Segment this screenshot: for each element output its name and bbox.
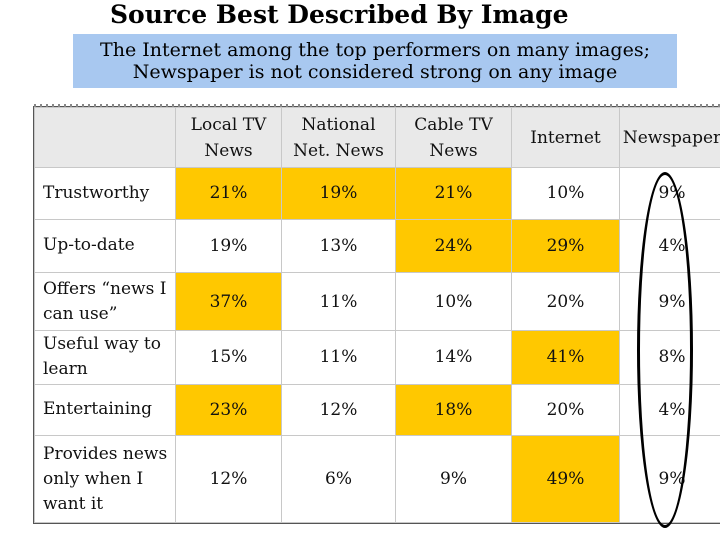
header-corner-cell (34, 107, 176, 168)
row-label: Provides news only when I want it (34, 435, 176, 523)
value-cell-local-tv-news: 21% (175, 167, 282, 220)
value-cell-local-tv-news: 15% (175, 330, 282, 385)
table-row: Entertaining 23% 12% 18% 20% 4% (34, 383, 720, 437)
value-cell-local-tv-news: 37% (175, 272, 282, 332)
value-cell-national-net-news: 12% (281, 383, 396, 437)
value-cell-newspaper: 9% (619, 435, 720, 523)
table-row: Useful way to learn 15% 11% 14% 41% 8% (34, 330, 720, 385)
data-table: Local TV News National Net. News Cable TV N… (34, 107, 720, 523)
value-cell-national-net-news: 11% (281, 330, 396, 385)
header-internet: Internet (511, 107, 620, 168)
header-row: Local TV News National Net. News Cable TV N… (34, 107, 720, 168)
row-label: Up-to-date (34, 218, 176, 274)
table-row: Provides news only when I want it 12% 6% 9%… (34, 435, 720, 523)
value-cell-cable-tv-news: 24% (395, 218, 512, 274)
value-cell-newspaper: 9% (619, 272, 720, 332)
value-cell-internet: 49% (511, 435, 620, 523)
value-cell-internet: 20% (511, 272, 620, 332)
value-cell-newspaper: 8% (619, 330, 720, 385)
subtitle-line-2: Newspaper is not considered strong on an… (132, 61, 618, 83)
value-cell-internet: 29% (511, 218, 620, 274)
value-cell-cable-tv-news: 21% (395, 167, 512, 220)
header-local-tv-news: Local TV News (175, 107, 282, 168)
value-cell-local-tv-news: 12% (175, 435, 282, 523)
value-cell-cable-tv-news: 14% (395, 330, 512, 385)
value-cell-cable-tv-news: 18% (395, 383, 512, 437)
header-newspaper: Newspaper (619, 107, 720, 168)
row-label: Offers “news I can use” (34, 272, 176, 332)
row-label: Entertaining (34, 383, 176, 437)
table-row: Trustworthy 21% 19% 21% 10% 9% (34, 167, 720, 220)
value-cell-newspaper: 4% (619, 218, 720, 274)
value-cell-internet: 20% (511, 383, 620, 437)
value-cell-national-net-news: 13% (281, 218, 396, 274)
header-national-net-news: National Net. News (281, 107, 396, 168)
value-cell-newspaper: 4% (619, 383, 720, 437)
header-cable-tv-news: Cable TV News (395, 107, 512, 168)
table-row: Offers “news I can use” 37% 11% 10% 20% 9% (34, 272, 720, 332)
image-comparison-table: Local TV News National Net. News Cable TV N… (33, 104, 720, 524)
table-row: Up-to-date 19% 13% 24% 29% 4% (34, 218, 720, 274)
slide-title: Source Best Described By Image (110, 0, 569, 29)
value-cell-national-net-news: 19% (281, 167, 396, 220)
value-cell-cable-tv-news: 9% (395, 435, 512, 523)
subtitle-line-1: The Internet among the top performers on… (100, 39, 650, 61)
value-cell-cable-tv-news: 10% (395, 272, 512, 332)
value-cell-national-net-news: 6% (281, 435, 396, 523)
value-cell-internet: 10% (511, 167, 620, 220)
value-cell-newspaper: 9% (619, 167, 720, 220)
value-cell-internet: 41% (511, 330, 620, 385)
row-label: Useful way to learn (34, 330, 176, 385)
value-cell-national-net-news: 11% (281, 272, 396, 332)
value-cell-local-tv-news: 19% (175, 218, 282, 274)
subtitle-callout: The Internet among the top performers on… (73, 34, 677, 88)
value-cell-local-tv-news: 23% (175, 383, 282, 437)
row-label: Trustworthy (34, 167, 176, 220)
